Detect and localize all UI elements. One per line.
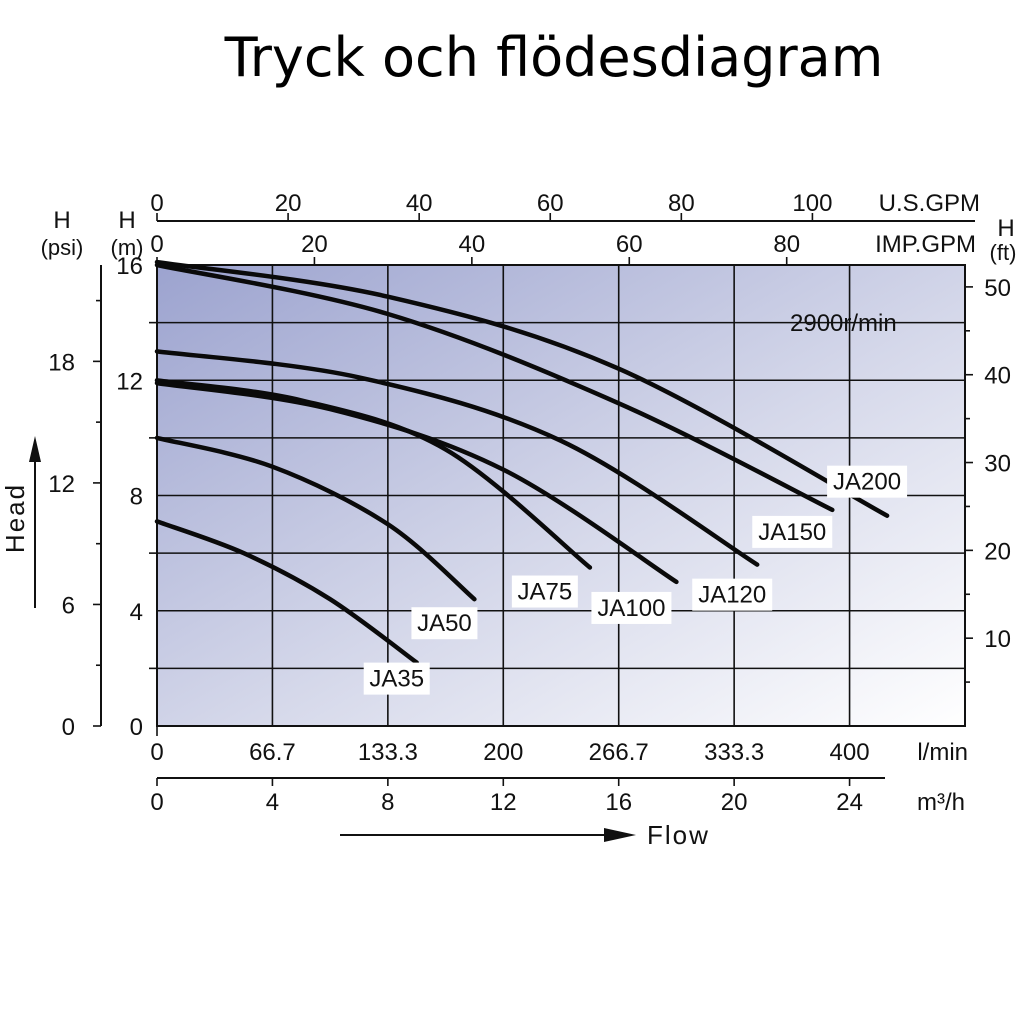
series-line-ja100	[154, 380, 679, 585]
lmin-tick-label: 333.3	[704, 739, 764, 766]
flow-arrow-head	[604, 828, 636, 842]
series-label-bg	[511, 575, 578, 608]
usgpm-tick-label: 20	[275, 190, 302, 217]
series-label-bg	[752, 515, 833, 548]
series-label-ja50: JA50	[417, 610, 472, 637]
psi-tick-label: 6	[62, 592, 75, 619]
series-label-ja100: JA100	[597, 595, 665, 622]
m3h-tick-label: 0	[150, 789, 163, 816]
ft-unit: H	[997, 215, 1014, 242]
series-label-ja120: JA120	[698, 582, 766, 609]
psi-tick-label: 12	[48, 471, 75, 498]
ft-tick-label: 40	[984, 363, 1011, 390]
psi-tick-label: 18	[48, 349, 75, 376]
series-label-bg	[411, 607, 478, 640]
series-label-ja150: JA150	[758, 519, 826, 546]
usgpm-tick-label: 60	[537, 190, 564, 217]
usgpm-tick-label: 80	[668, 190, 695, 217]
lmin-tick-label: 0	[150, 739, 163, 766]
series-line-ja120	[154, 349, 760, 567]
lmin-tick-label: 400	[830, 739, 870, 766]
lmin-tick-label: 200	[483, 739, 523, 766]
psi-tick-label: 0	[62, 714, 75, 741]
chart-title: Tryck och flödesdiagram	[224, 26, 884, 89]
m-unit-sub: (m)	[111, 235, 144, 260]
series-label-bg	[363, 662, 430, 695]
series-line-ja150	[154, 262, 835, 513]
m3h-tick-label: 4	[266, 789, 279, 816]
usgpm-tick-label: 0	[150, 190, 163, 217]
lmin-unit: l/min	[917, 739, 968, 766]
ft-tick-label: 20	[984, 538, 1011, 565]
lmin-tick-label: 266.7	[589, 739, 649, 766]
series-label-bg	[827, 465, 908, 498]
psi-unit-sub: (psi)	[41, 235, 84, 260]
m3h-tick-label: 12	[490, 789, 517, 816]
ft-tick-label: 10	[984, 626, 1011, 653]
series-label-ja75: JA75	[518, 579, 573, 606]
impgpm-tick-label: 60	[616, 231, 643, 258]
m3h-tick-label: 24	[836, 789, 863, 816]
m3h-tick-label: 16	[605, 789, 632, 816]
m-tick-label: 12	[116, 368, 143, 395]
usgpm-unit: U.S.GPM	[879, 190, 980, 217]
series-line-ja35	[154, 519, 419, 665]
speed-annotation: 2900r/min	[790, 310, 897, 337]
head-arrow-head	[29, 436, 41, 462]
ft-tick-label: 30	[984, 451, 1011, 478]
usgpm-tick-label: 40	[406, 190, 433, 217]
m-unit: H	[118, 207, 135, 234]
m3h-unit: m³/h	[917, 789, 965, 816]
series-label-ja200: JA200	[833, 469, 901, 496]
ft-tick-label: 50	[984, 275, 1011, 302]
impgpm-tick-label: 40	[458, 231, 485, 258]
lmin-tick-label: 66.7	[249, 739, 296, 766]
m3h-tick-label: 20	[721, 789, 748, 816]
ft-unit-sub: (ft)	[990, 240, 1017, 265]
m-tick-label: 0	[130, 714, 143, 741]
m3h-tick-label: 8	[381, 789, 394, 816]
impgpm-unit: IMP.GPM	[875, 231, 976, 258]
series-line-ja50	[154, 435, 477, 602]
impgpm-tick-label: 0	[150, 231, 163, 258]
impgpm-tick-label: 20	[301, 231, 328, 258]
impgpm-tick-label: 80	[773, 231, 800, 258]
x-axis-label: Flow	[647, 820, 710, 850]
series-line-ja200	[154, 259, 890, 518]
m-tick-label: 4	[130, 599, 143, 626]
series-label-bg	[591, 591, 672, 624]
series-label-bg	[692, 578, 773, 611]
y-axis-label: Head	[0, 483, 30, 553]
m-tick-label: 16	[116, 253, 143, 280]
series-group	[154, 259, 890, 665]
lmin-tick-label: 133.3	[358, 739, 418, 766]
m-tick-label: 8	[130, 484, 143, 511]
usgpm-tick-label: 100	[792, 190, 832, 217]
series-labels: 2900r/min JA35 JA50 JA75 JA100 JA120 JA150 JA20…	[363, 310, 908, 695]
series-label-ja35: JA35	[369, 666, 424, 693]
psi-unit: H	[53, 207, 70, 234]
